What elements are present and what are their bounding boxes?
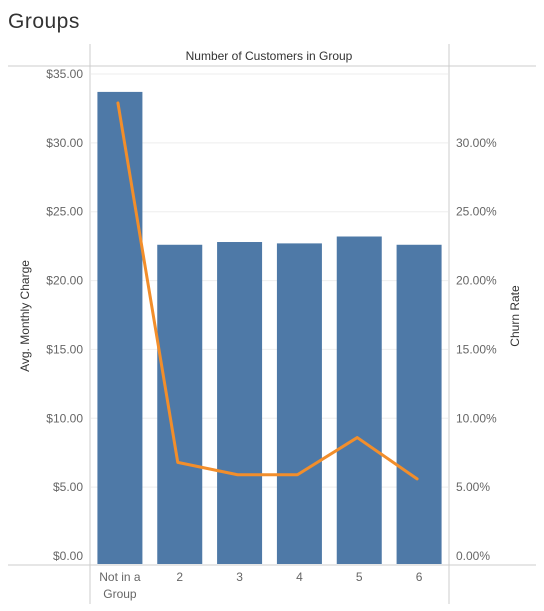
page-title: Groups: [8, 10, 80, 33]
bar: [157, 244, 203, 564]
x-tick-label: 3: [236, 570, 243, 584]
right-tick-label: 5.00%: [456, 480, 490, 494]
left-tick-label: $35.00: [46, 67, 83, 81]
left-axis-title: Avg. Monthly Charge: [18, 260, 32, 372]
left-tick-label: $30.00: [46, 136, 83, 150]
x-tick-label: 6: [416, 570, 423, 584]
bar: [217, 242, 263, 565]
left-tick-label: $5.00: [53, 480, 83, 494]
left-tick-label: $20.00: [46, 274, 83, 288]
x-tick-label: Not in a Group: [99, 570, 141, 601]
x-tick-label: 4: [296, 570, 303, 584]
left-tick-label: $0.00: [53, 549, 83, 563]
x-tick-label-line: 4: [296, 570, 303, 584]
x-tick-label-line: 6: [416, 570, 423, 584]
right-tick-label: 30.00%: [456, 136, 497, 150]
x-tick-label: 2: [176, 570, 183, 584]
x-tick-label-line: 2: [176, 570, 183, 584]
right-axis-ticks: 0.00% 5.00% 10.00% 15.00% 20.00% 25.00% 30.00%: [456, 136, 497, 563]
bar: [336, 236, 382, 564]
left-tick-label: $10.00: [46, 411, 83, 425]
right-tick-label: 25.00%: [456, 205, 497, 219]
right-tick-label: 20.00%: [456, 274, 497, 288]
x-tick-label-line: Group: [103, 587, 137, 601]
column-header-title: Number of Customers in Group: [186, 49, 353, 63]
right-tick-label: 0.00%: [456, 549, 490, 563]
right-tick-label: 15.00%: [456, 342, 497, 356]
right-tick-label: 10.00%: [456, 411, 497, 425]
x-tick-label-line: 5: [356, 570, 363, 584]
x-axis-ticks: Not in a Group 2 3 4 5 6: [99, 570, 423, 601]
left-tick-label: $15.00: [46, 342, 83, 356]
churn-rate-line: [116, 101, 419, 481]
gridlines: [91, 73, 448, 488]
right-axis-title: Churn Rate: [508, 285, 522, 347]
left-tick-label: $25.00: [46, 205, 83, 219]
line-series: [116, 101, 419, 481]
bar: [276, 243, 322, 565]
bar: [396, 244, 442, 564]
x-tick-label-line: 3: [236, 570, 243, 584]
bar-series: [97, 91, 442, 565]
left-axis-ticks: $0.00 $5.00 $10.00 $15.00 $20.00 $25.00 $30.00…: [46, 67, 83, 563]
bar: [97, 91, 143, 564]
x-tick-label: 5: [356, 570, 363, 584]
x-tick-label-line: Not in a: [99, 570, 141, 584]
chart-frame: [8, 44, 536, 604]
